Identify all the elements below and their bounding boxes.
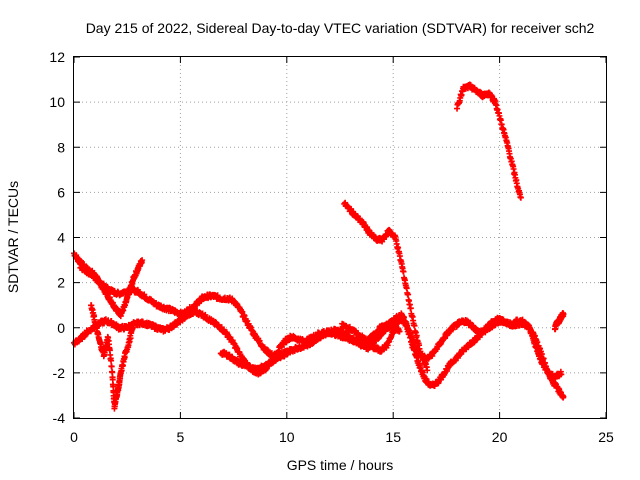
series-sat-i: [454, 81, 524, 201]
series-sat-c: [71, 307, 397, 378]
y-tick-label: -4: [53, 410, 66, 426]
y-tick-label: 12: [49, 49, 65, 65]
x-tick-label: 10: [279, 429, 295, 445]
y-tick-label: 2: [57, 275, 65, 291]
data-point: [108, 363, 115, 370]
data-point: [405, 291, 412, 298]
y-axis: -4 -2 0 2 4 6 8 10 12: [49, 49, 606, 426]
data-point: [139, 257, 146, 264]
plot-markers: [71, 81, 567, 412]
data-point: [517, 194, 524, 201]
series-sat-d: [88, 302, 137, 412]
y-tick-label: -2: [53, 365, 66, 381]
x-axis: 0 5 10 15 20 25: [70, 57, 614, 445]
y-tick-label: 10: [49, 94, 65, 110]
data-point: [558, 371, 565, 378]
x-tick-label: 5: [177, 429, 185, 445]
x-tick-label: 20: [492, 429, 508, 445]
y-tick-label: 4: [57, 230, 65, 246]
data-point: [411, 322, 418, 329]
x-axis-label: GPS time / hours: [287, 457, 394, 473]
data-point: [560, 393, 567, 400]
y-axis-label: SDTVAR / TECUs: [5, 181, 21, 293]
series-sat-e: [217, 320, 403, 374]
plot-frame: [73, 56, 607, 419]
series-sat-j: [485, 316, 567, 401]
data-point: [130, 319, 137, 326]
data-point: [424, 367, 431, 374]
data-point: [108, 357, 115, 364]
data-point: [560, 310, 567, 317]
y-tick-label: 8: [57, 139, 65, 155]
x-tick-label: 15: [385, 429, 401, 445]
y-tick-label: 6: [57, 184, 65, 200]
x-tick-label: 0: [70, 429, 78, 445]
data-point: [396, 328, 403, 335]
chart-title: Day 215 of 2022, Sidereal Day-to-day VTE…: [86, 20, 595, 36]
data-point: [127, 335, 134, 342]
data-point: [407, 305, 414, 312]
data-point: [400, 268, 407, 275]
series-sat-k: [551, 310, 567, 333]
x-tick-label: 25: [598, 429, 614, 445]
grid: [74, 57, 606, 418]
y-tick-label: 0: [57, 320, 65, 336]
